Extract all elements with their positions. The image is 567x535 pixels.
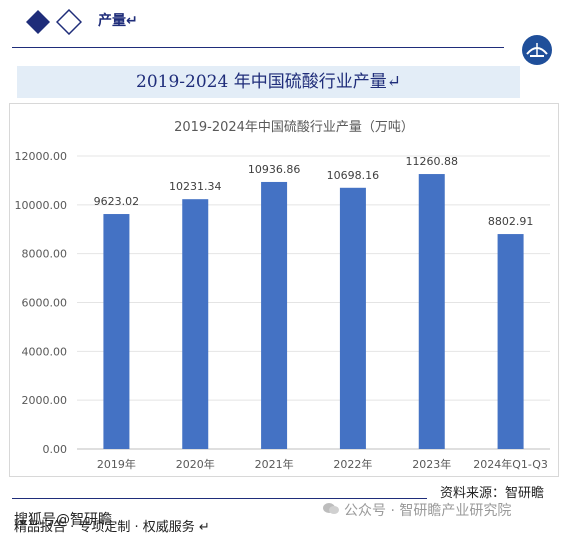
services-tagline: 精品报告 · 专项定制 · 权威服务 ↵ xyxy=(14,520,210,535)
bar xyxy=(418,174,445,449)
source-note: 资料来源：智研瞻 xyxy=(440,486,545,501)
y-tick-label: 8000.00 xyxy=(22,248,68,261)
banner-title: 2019-2024 年中国硫酸行业产量↵ xyxy=(136,72,401,92)
x-tick-label: 2023年 xyxy=(412,457,451,471)
bar xyxy=(339,187,366,449)
footer-divider xyxy=(12,498,427,499)
wechat-icon xyxy=(323,503,339,514)
data-label: 11260.88 xyxy=(406,155,459,168)
watermark: 公众号 · 智研瞻产业研究院 xyxy=(344,503,512,519)
diamond-filled-icon xyxy=(26,10,50,34)
y-tick-label: 4000.00 xyxy=(22,345,68,358)
chart-title: 2019-2024年中国硫酸行业产量（万吨） xyxy=(174,120,414,135)
company-logo-icon xyxy=(522,35,552,65)
y-tick-label: 10000.00 xyxy=(15,199,68,212)
section-title: 产量↵ xyxy=(98,13,138,29)
overlay-account: 搜狐号@智研瞻 xyxy=(14,512,112,528)
y-tick-label: 2000.00 xyxy=(22,394,68,407)
data-label: 9623.02 xyxy=(94,195,140,208)
title-banner: 2019-2024 年中国硫酸行业产量↵ xyxy=(17,66,520,98)
y-tick-label: 6000.00 xyxy=(22,297,68,310)
data-label: 8802.91 xyxy=(488,215,534,228)
bar xyxy=(497,234,524,449)
x-tick-label: 2019年 xyxy=(97,457,136,471)
bar-chart: 2019-2024年中国硫酸行业产量（万吨） 0.00 2000.00 4000.0… xyxy=(15,120,550,471)
data-label: 10936.86 xyxy=(248,163,301,176)
header-divider xyxy=(12,47,504,48)
data-label: 10231.34 xyxy=(169,180,222,193)
bar xyxy=(261,181,288,449)
y-tick-label: 12000.00 xyxy=(15,150,68,163)
bar xyxy=(182,199,209,449)
x-tick-label: 2021年 xyxy=(255,457,294,471)
y-tick-label: 0.00 xyxy=(43,443,68,456)
data-label: 10698.16 xyxy=(327,169,380,182)
x-tick-label: 2020年 xyxy=(176,457,215,471)
bar xyxy=(103,214,130,449)
x-tick-label: 2022年 xyxy=(333,457,372,471)
chart-frame: 2019-2024年中国硫酸行业产量（万吨） 0.00 2000.00 4000.0… xyxy=(9,103,559,477)
x-tick-label: 2024年Q1-Q3 xyxy=(473,457,548,471)
diamond-outline-icon xyxy=(56,9,82,35)
